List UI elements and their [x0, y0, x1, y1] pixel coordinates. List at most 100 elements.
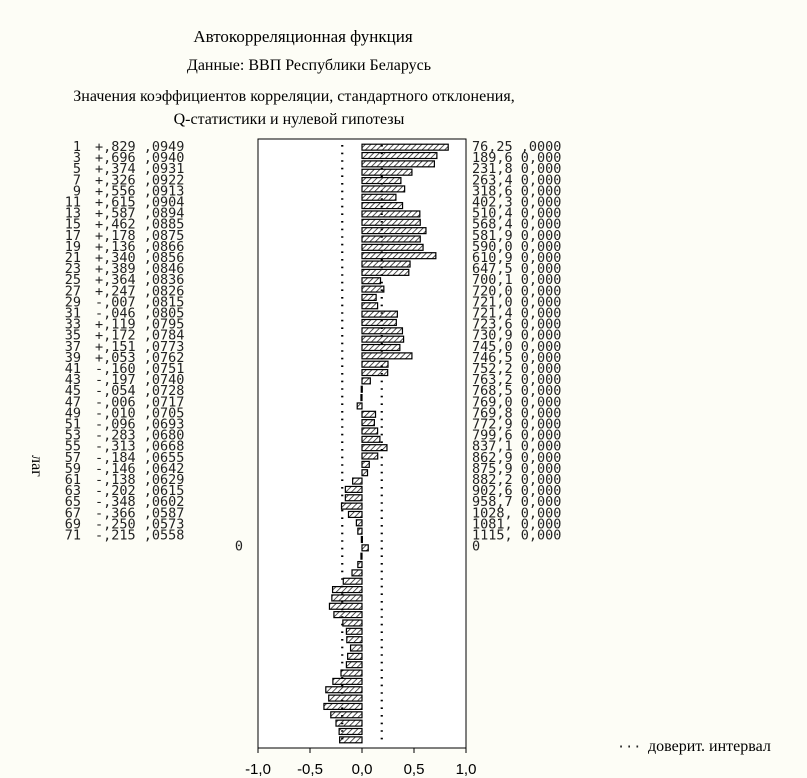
left-stat-row: -,160 ,0751 — [95, 361, 184, 377]
left-stat-row: +,178 ,0875 — [95, 228, 184, 244]
right-stat-row: 510,4 0,000 — [472, 206, 561, 222]
acf-bar — [361, 419, 375, 427]
acf-bar — [361, 435, 381, 443]
left-stat-row: +,556 ,0913 — [95, 183, 184, 199]
lag-label: 49 — [65, 405, 81, 421]
acf-bar — [361, 469, 369, 477]
lag-label: 37 — [65, 339, 81, 355]
right-stat-row: 402,3 0,000 — [472, 195, 561, 211]
lag-label: 51 — [65, 417, 81, 433]
acf-bar — [340, 669, 363, 677]
left-stat-row: -,010 ,0705 — [95, 405, 184, 421]
right-stat-row: 590,0 0,000 — [472, 239, 561, 255]
acf-bar — [361, 460, 370, 468]
acf-bar — [328, 602, 363, 610]
acf-bar — [361, 193, 397, 201]
x-tick-label: 1,0 — [456, 761, 477, 778]
left-stat-row: +,340 ,0856 — [95, 250, 184, 266]
acf-bar — [357, 560, 363, 569]
acf-bar — [325, 686, 363, 694]
acf-bar — [339, 736, 363, 744]
acf-bar — [344, 485, 363, 493]
acf-bar — [333, 611, 363, 619]
right-stat-row: 799,6 0,000 — [472, 428, 561, 444]
right-stat-row: 723,6 0,000 — [472, 317, 561, 333]
acf-bar — [361, 243, 424, 251]
lag-label: 5 — [73, 161, 81, 177]
right-stat-row: 769,0 0,000 — [472, 394, 561, 410]
acf-bar — [361, 368, 389, 377]
lag-label: 65 — [65, 494, 81, 510]
acf-bar — [361, 343, 401, 352]
right-stat-row: 730,9 0,000 — [472, 328, 561, 344]
right-stat-row: 568,4 0,000 — [472, 217, 561, 233]
left-stat-row: -,202 ,0615 — [95, 483, 184, 499]
right-stat-row: 581,9 0,000 — [472, 228, 561, 244]
left-stat-row: +,462 ,0885 — [95, 217, 184, 233]
left-stat-row: -,096 ,0693 — [95, 417, 184, 433]
acf-bar — [361, 151, 438, 160]
lag-label: 17 — [65, 228, 81, 244]
right-stat-row: 875,9 0,000 — [472, 461, 561, 477]
lag-label: 3 — [73, 150, 81, 166]
x-tick-label: -0,5 — [297, 761, 323, 778]
acf-bar — [361, 335, 405, 343]
acf-bar — [361, 360, 389, 368]
acf-bar — [347, 510, 363, 519]
x-tick-label: 0,0 — [352, 761, 373, 778]
left-stat-row: +,119 ,0795 — [95, 317, 184, 333]
right-stat-row: 647,5 0,000 — [472, 261, 561, 277]
bottom-right-zero: 0 — [472, 539, 480, 555]
right-stat-row: 721,4 0,000 — [472, 306, 561, 322]
acf-bar — [360, 394, 363, 402]
acf-bar — [342, 577, 363, 585]
lag-label: 69 — [65, 516, 81, 532]
acf-bar — [347, 652, 363, 660]
acf-bar — [328, 694, 363, 702]
chart-title: Автокорреляционная функция — [193, 27, 412, 46]
acf-bar — [361, 268, 410, 276]
left-stat-row: -,313 ,0668 — [95, 439, 184, 455]
left-stat-row: +,247 ,0826 — [95, 283, 184, 299]
acf-bar — [338, 727, 363, 736]
lag-label: 19 — [65, 239, 81, 255]
lag-label: 27 — [65, 283, 81, 299]
lag-label: 35 — [65, 328, 81, 344]
acf-bar — [361, 252, 437, 260]
acf-bar — [361, 377, 371, 385]
acf-bar — [346, 636, 363, 644]
acf-bar — [361, 352, 413, 360]
acf-bar — [344, 494, 363, 502]
right-stat-row: 763,2 0,000 — [472, 372, 561, 388]
lag-label: 33 — [65, 317, 81, 333]
acf-bar — [323, 702, 363, 711]
left-stat-row: +,587 ,0894 — [95, 206, 184, 222]
right-stat-row: 721,0 0,000 — [472, 294, 561, 310]
left-stat-row: +,172 ,0784 — [95, 328, 184, 344]
lag-label: 1 — [73, 139, 81, 155]
left-stat-row: -,046 ,0805 — [95, 306, 184, 322]
left-stat-row: +,326 ,0922 — [95, 172, 184, 188]
lag-label: 31 — [65, 306, 81, 322]
acf-bar — [361, 427, 379, 435]
lag-label: 57 — [65, 450, 81, 466]
right-stat-row: 752,2 0,000 — [472, 361, 561, 377]
x-tick-label: -1,0 — [245, 761, 271, 778]
acf-bar — [361, 318, 397, 327]
header-line-2: Q-статистики и нулевой гипотезы — [174, 111, 405, 128]
lag-label: 61 — [65, 472, 81, 488]
acf-bar — [361, 285, 385, 293]
acf-bar — [361, 302, 379, 310]
acf-bar — [360, 552, 363, 560]
left-stat-row: +,696 ,0940 — [95, 150, 184, 166]
left-stat-row: +,374 ,0931 — [95, 161, 184, 177]
right-stat-row: 1115, 0,000 — [472, 528, 561, 544]
acf-bar — [361, 160, 435, 168]
left-stat-row: -,215 ,0558 — [95, 528, 184, 544]
acf-bar — [349, 644, 363, 652]
lag-label: 71 — [65, 528, 81, 544]
right-stat-row: 231,8 0,000 — [472, 161, 561, 177]
acf-bar — [361, 410, 377, 418]
right-stat-row: 720,0 0,000 — [472, 283, 561, 299]
